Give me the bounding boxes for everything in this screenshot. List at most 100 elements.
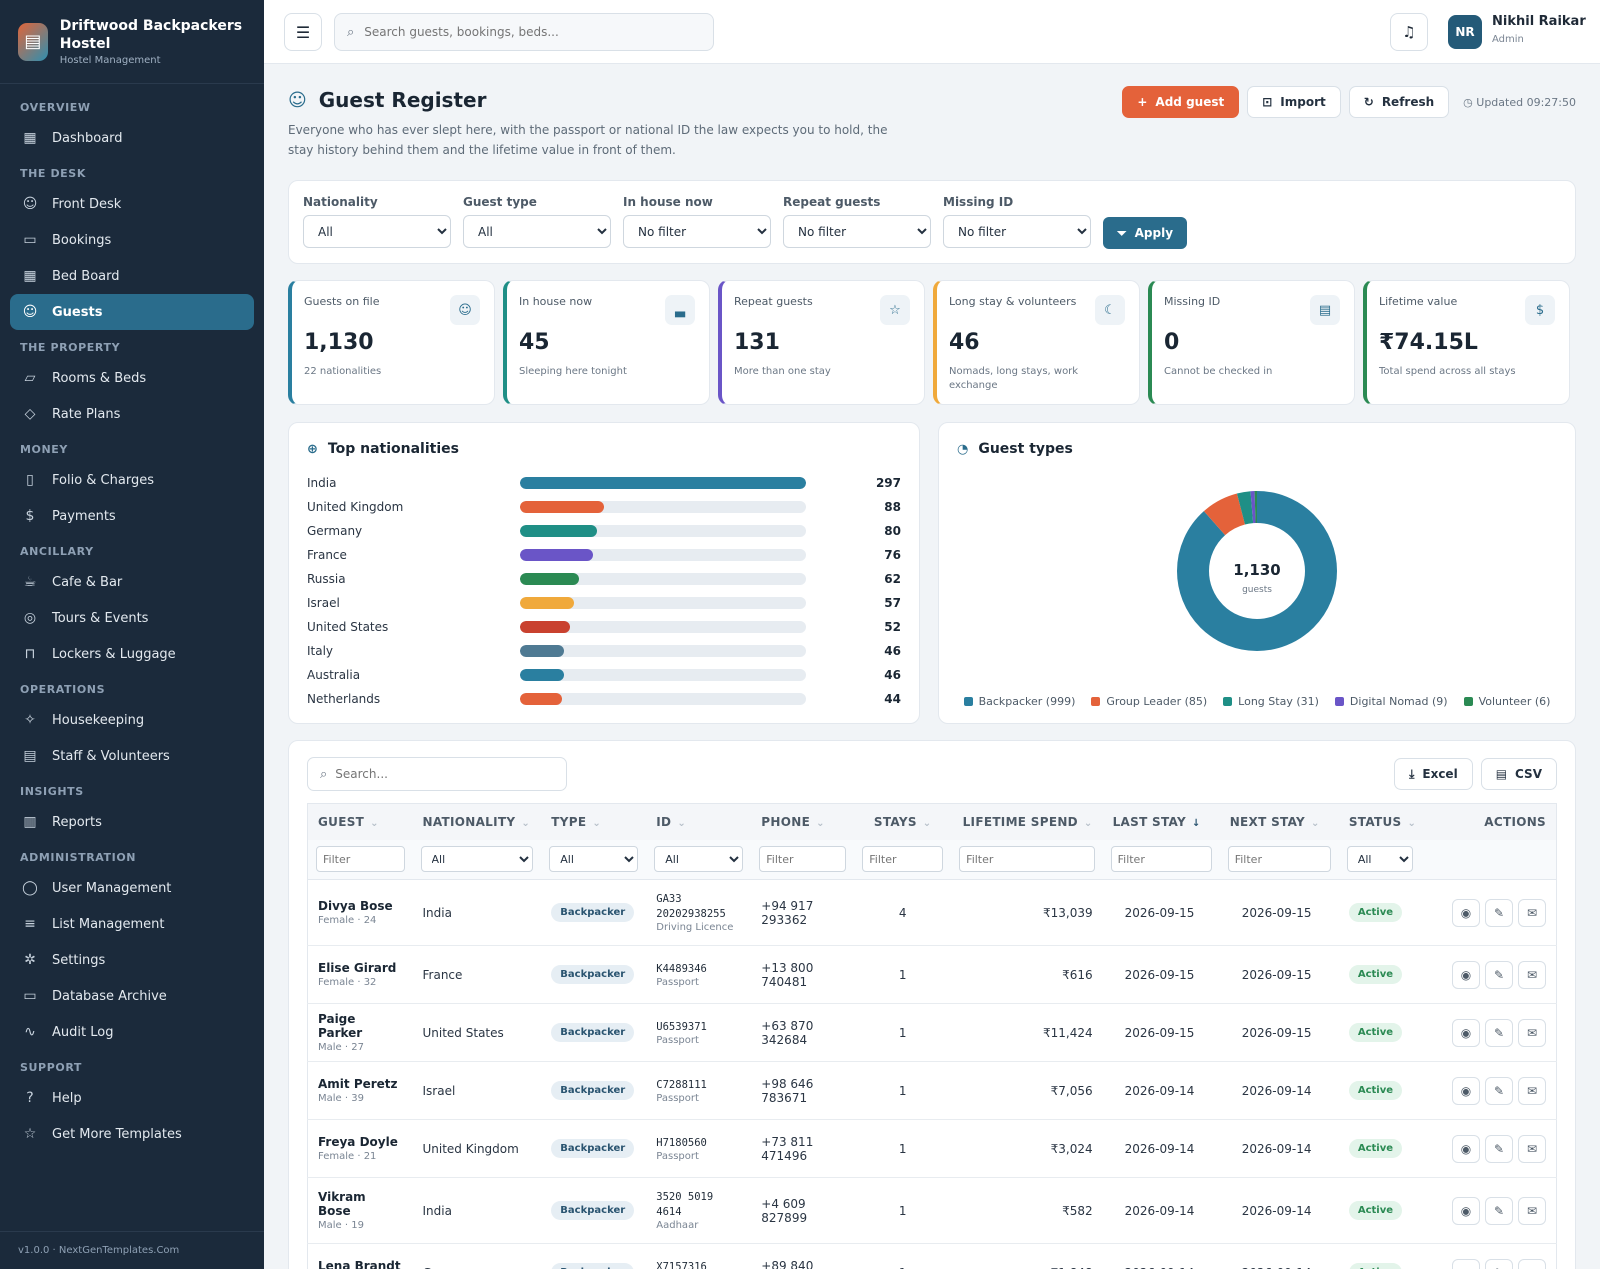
filter-in-house-now-select[interactable]: No filter — [623, 215, 771, 248]
column-header-status[interactable]: STATUS ⌄ — [1338, 803, 1436, 840]
table-row[interactable]: Amit Peretz Male · 39 Israel Backpacker C728… — [307, 1061, 1557, 1120]
filter-missing-id-select[interactable]: No filter — [943, 215, 1091, 248]
menu-toggle-button[interactable]: ☰ — [284, 13, 322, 51]
edit-button[interactable]: ✎ — [1485, 960, 1513, 989]
sidebar-item-housekeeping[interactable]: ✧ Housekeeping — [10, 702, 254, 738]
edit-button[interactable]: ✎ — [1485, 898, 1513, 927]
guest-name[interactable]: Vikram Bose — [318, 1190, 366, 1218]
sidebar-item-front-desk[interactable]: ☺ Front Desk — [10, 186, 254, 222]
column-header-actions[interactable]: ACTIONS — [1435, 803, 1557, 840]
edit-button[interactable]: ✎ — [1485, 1196, 1513, 1225]
sidebar-item-tours-events[interactable]: ◎ Tours & Events — [10, 600, 254, 636]
global-search-input[interactable] — [364, 25, 685, 39]
sidebar-item-bed-board[interactable]: ▦ Bed Board — [10, 258, 254, 294]
view-button[interactable]: ◉ — [1452, 1076, 1480, 1105]
view-button[interactable]: ◉ — [1452, 1018, 1480, 1047]
guest-name[interactable]: Paige Parker — [318, 1012, 363, 1040]
refresh-button[interactable]: ↻ Refresh — [1348, 86, 1450, 118]
column-filter-input[interactable] — [316, 846, 405, 873]
sidebar-item-help[interactable]: ? Help — [10, 1080, 254, 1116]
sidebar-item-cafe-bar[interactable]: ☕ Cafe & Bar — [10, 564, 254, 600]
column-header-nationality[interactable]: NATIONALITY ⌄ — [412, 803, 542, 840]
sidebar-item-reports[interactable]: ▥ Reports — [10, 804, 254, 840]
avatar[interactable]: NR — [1448, 15, 1482, 49]
export-csv-button[interactable]: ▤ CSV — [1480, 758, 1557, 790]
sidebar-item-rate-plans[interactable]: ◇ Rate Plans — [10, 396, 254, 432]
column-header-phone[interactable]: PHONE ⌄ — [751, 803, 855, 840]
kpi-long-stay-volunteers[interactable]: Long stay & volunteers ☾ 46 Nomads, long st… — [933, 280, 1140, 405]
sidebar-item-list-management[interactable]: ≡ List Management — [10, 906, 254, 942]
column-filter-input[interactable] — [959, 846, 1095, 873]
sidebar-item-rooms-beds[interactable]: ▱ Rooms & Beds — [10, 360, 254, 396]
kpi-repeat-guests[interactable]: Repeat guests ☆ 131 More than one stay — [718, 280, 925, 405]
edit-button[interactable]: ✎ — [1485, 1076, 1513, 1105]
email-button[interactable]: ✉ — [1518, 898, 1546, 927]
column-header-lifetime-spend[interactable]: LIFETIME SPEND ⌄ — [951, 803, 1103, 840]
user-name[interactable]: Nikhil Raikar — [1492, 14, 1586, 29]
column-filter-select[interactable]: All — [420, 846, 534, 873]
view-button[interactable]: ◉ — [1452, 1134, 1480, 1163]
export-excel-button[interactable]: ⤓ Excel — [1394, 758, 1473, 790]
column-header-id[interactable]: ID ⌄ — [646, 803, 752, 840]
column-filter-select[interactable]: All — [654, 846, 744, 873]
filter-nationality-select[interactable]: All — [303, 215, 451, 248]
sidebar-item-guests[interactable]: ☺ Guests — [10, 294, 254, 330]
add-guest-button[interactable]: + Add guest — [1122, 86, 1240, 118]
column-header-stays[interactable]: STAYS ⌄ — [854, 803, 952, 840]
import-button[interactable]: ⊡ Import — [1247, 86, 1341, 118]
table-row[interactable]: Lena BrandtMale · 39Germany Backpacker X71… — [307, 1243, 1557, 1269]
edit-button[interactable]: ✎ — [1485, 1018, 1513, 1047]
table-search[interactable]: ⌕ — [307, 757, 567, 791]
table-row[interactable]: Freya Doyle Female · 21 United Kingdom Back… — [307, 1119, 1557, 1178]
sidebar-item-user-management[interactable]: ◯ User Management — [10, 870, 254, 906]
guest-name[interactable]: Lena Brandt — [318, 1259, 401, 1269]
table-row[interactable]: Paige Parker Male · 27 United States Backpa… — [307, 1003, 1557, 1062]
column-filter-input[interactable] — [759, 846, 847, 873]
view-button[interactable]: ◉ — [1452, 898, 1480, 927]
column-filter-input[interactable] — [1110, 846, 1212, 873]
sidebar-item-settings[interactable]: ✲ Settings — [10, 942, 254, 978]
filter-repeat-guests-select[interactable]: No filter — [783, 215, 931, 248]
guest-name[interactable]: Freya Doyle — [318, 1135, 398, 1149]
edit-button[interactable]: ✎ — [1485, 1134, 1513, 1163]
column-header-guest[interactable]: GUEST ⌄ — [307, 803, 413, 840]
column-filter-input[interactable] — [1227, 846, 1331, 873]
sidebar-item-staff-volunteers[interactable]: ▤ Staff & Volunteers — [10, 738, 254, 774]
guest-name[interactable]: Divya Bose — [318, 899, 393, 913]
edit-button[interactable]: ✎ — [1485, 1258, 1513, 1269]
sidebar-item-get-more-templates[interactable]: ☆ Get More Templates — [10, 1116, 254, 1152]
email-button[interactable]: ✉ — [1518, 1196, 1546, 1225]
table-row[interactable]: Elise Girard Female · 32 France Backpacker K… — [307, 945, 1557, 1004]
email-button[interactable]: ✉ — [1518, 1076, 1546, 1105]
kpi-guests-on-file[interactable]: Guests on file ☺ 1,130 22 nationalities — [288, 280, 495, 405]
apply-filters-button[interactable]: ⏷ Apply — [1103, 217, 1188, 249]
email-button[interactable]: ✉ — [1518, 1018, 1546, 1047]
kpi-lifetime-value[interactable]: Lifetime value $ ₹74.15L Total spend across… — [1363, 280, 1570, 405]
column-header-last-stay[interactable]: LAST STAY ↓ — [1102, 803, 1220, 840]
sidebar-item-bookings[interactable]: ▭ Bookings — [10, 222, 254, 258]
kpi-missing-id[interactable]: Missing ID ▤ 0 Cannot be checked in — [1148, 280, 1355, 405]
sidebar-item-dashboard[interactable]: ▦ Dashboard — [10, 120, 254, 156]
guest-name[interactable]: Elise Girard — [318, 961, 397, 975]
sidebar-item-payments[interactable]: $ Payments — [10, 498, 254, 534]
kpi-in-house-now[interactable]: In house now ▃ 45 Sleeping here tonight — [503, 280, 710, 405]
filter-guest-type-select[interactable]: All — [463, 215, 611, 248]
donut-slice-volunteer[interactable] — [1177, 491, 1337, 651]
table-search-input[interactable] — [335, 767, 536, 781]
column-filter-select[interactable]: All — [1346, 846, 1413, 873]
global-search[interactable]: ⌕ — [334, 13, 714, 51]
view-button[interactable]: ◉ — [1452, 1196, 1480, 1225]
column-header-type[interactable]: TYPE ⌄ — [541, 803, 647, 840]
guest-name[interactable]: Amit Peretz — [318, 1077, 398, 1091]
notifications-button[interactable]: ♫ — [1390, 13, 1428, 51]
view-button[interactable]: ◉ — [1452, 1258, 1480, 1269]
email-button[interactable]: ✉ — [1518, 1134, 1546, 1163]
view-button[interactable]: ◉ — [1452, 960, 1480, 989]
sidebar-item-folio-charges[interactable]: ▯ Folio & Charges — [10, 462, 254, 498]
email-button[interactable]: ✉ — [1518, 1258, 1546, 1269]
table-row[interactable]: Divya Bose Female · 24 India Backpacker GA33… — [307, 879, 1557, 946]
column-filter-select[interactable]: All — [549, 846, 639, 873]
email-button[interactable]: ✉ — [1518, 960, 1546, 989]
column-header-next-stay[interactable]: NEXT STAY ⌄ — [1219, 803, 1339, 840]
sidebar-item-audit-log[interactable]: ∿ Audit Log — [10, 1014, 254, 1050]
